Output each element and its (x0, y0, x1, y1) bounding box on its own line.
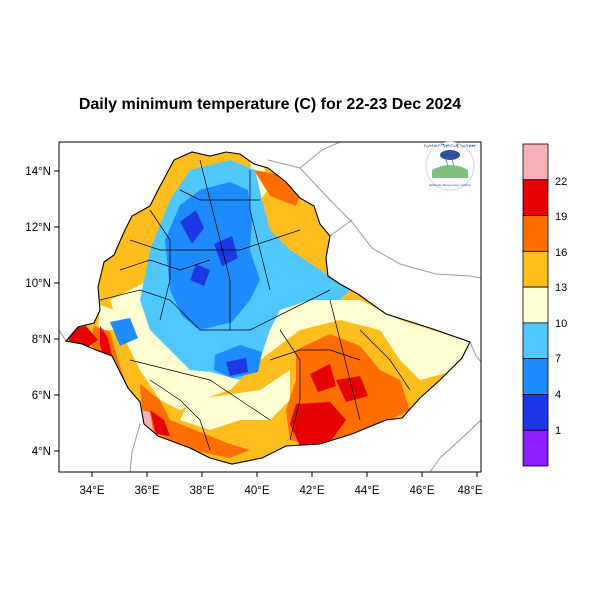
x-tick-label: 44°E (354, 485, 379, 497)
logo-text-bottom: Ethiopian Meteorology Institute (429, 183, 471, 187)
x-tick-label: 40°E (244, 485, 269, 497)
x-tick-label: 34°E (79, 485, 104, 497)
colorbar-label: 1 (555, 425, 561, 437)
x-tick-marks (91, 472, 478, 477)
colorbar-label: 7 (555, 353, 561, 365)
colorbar-label: 22 (555, 176, 567, 188)
y-tick-marks (54, 170, 59, 452)
colorbar-label: 4 (555, 389, 561, 401)
cloud-icon (440, 150, 460, 160)
x-tick-label: 48°E (457, 485, 482, 497)
colorbar-labels: 22 19 16 13 10 7 4 1 (555, 176, 567, 437)
colorbar-label: 16 (555, 247, 567, 259)
colorbar-label: 19 (555, 211, 567, 223)
colorbar-swatch (522, 250, 549, 288)
x-tick-label: 46°E (409, 485, 434, 497)
ethiopian-meteorology-institute-logo: የኢትዮጵያ ሜቲዮሮሎጂ ኢንስቲቱት Ethiopian Meteorolo… (424, 141, 477, 191)
colorbar-swatch (522, 358, 549, 395)
colorbar-swatch (522, 215, 549, 252)
y-tick-label: 8°N (32, 334, 51, 346)
colorbar (522, 143, 549, 467)
colorbar-label: 10 (555, 318, 567, 330)
y-tick-label: 4°N (32, 446, 51, 458)
logo-text-top: የኢትዮጵያ ሜቲዮሮሎጂ ኢንስቲቱት (424, 143, 477, 148)
y-tick-label: 14°N (25, 166, 51, 178)
x-tick-label: 42°E (299, 485, 324, 497)
colorbar-swatch (522, 286, 549, 324)
colorbar-label: 13 (555, 282, 567, 294)
ethiopia-outline (64, 151, 471, 465)
x-tick-label: 36°E (134, 485, 159, 497)
map-title: Daily minimum temperature (C) for 22-23 … (78, 96, 462, 113)
map-frame (58, 141, 482, 473)
neighbour-borders (59, 142, 481, 472)
x-tick-label: 38°E (189, 485, 214, 497)
colorbar-swatch (522, 394, 549, 431)
colorbar-swatch (522, 429, 549, 467)
colorbar-swatch (522, 179, 549, 216)
y-tick-label: 6°N (32, 390, 51, 402)
colorbar-swatch (522, 143, 549, 181)
y-tick-label: 12°N (25, 222, 51, 234)
colorbar-swatch (522, 322, 549, 360)
y-tick-label: 10°N (25, 278, 51, 290)
